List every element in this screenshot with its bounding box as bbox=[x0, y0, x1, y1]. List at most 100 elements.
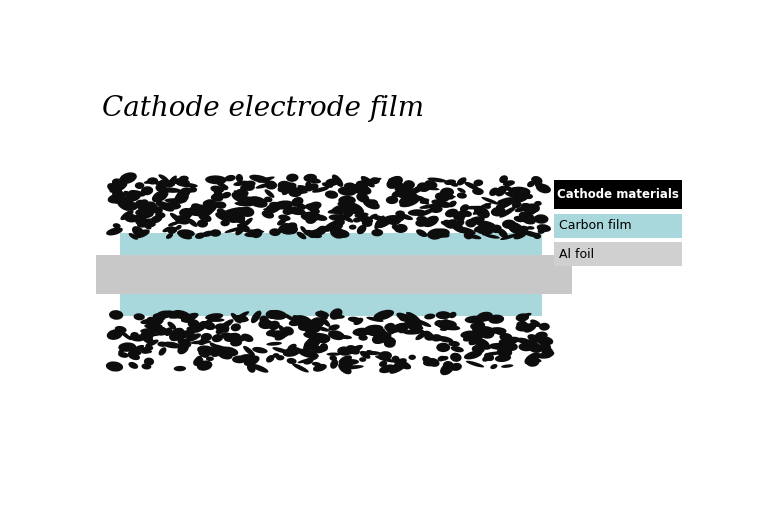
Ellipse shape bbox=[530, 319, 541, 327]
Ellipse shape bbox=[535, 332, 548, 340]
Ellipse shape bbox=[356, 329, 368, 336]
Ellipse shape bbox=[303, 332, 313, 338]
Ellipse shape bbox=[502, 220, 516, 229]
Ellipse shape bbox=[528, 334, 538, 341]
Ellipse shape bbox=[124, 193, 141, 202]
Ellipse shape bbox=[135, 202, 148, 211]
Ellipse shape bbox=[219, 327, 229, 333]
Ellipse shape bbox=[527, 226, 535, 230]
Ellipse shape bbox=[386, 216, 401, 225]
Ellipse shape bbox=[443, 220, 455, 229]
Ellipse shape bbox=[156, 201, 174, 211]
Ellipse shape bbox=[164, 327, 173, 336]
Ellipse shape bbox=[147, 177, 158, 184]
Ellipse shape bbox=[322, 182, 333, 188]
Ellipse shape bbox=[277, 223, 290, 233]
Ellipse shape bbox=[174, 189, 184, 201]
Ellipse shape bbox=[215, 202, 227, 209]
Ellipse shape bbox=[171, 178, 190, 185]
Ellipse shape bbox=[386, 326, 402, 333]
Ellipse shape bbox=[505, 192, 525, 199]
Ellipse shape bbox=[278, 215, 290, 221]
Ellipse shape bbox=[441, 356, 449, 360]
Ellipse shape bbox=[343, 362, 353, 369]
Ellipse shape bbox=[144, 357, 154, 366]
Ellipse shape bbox=[450, 353, 462, 362]
Ellipse shape bbox=[230, 339, 242, 347]
Ellipse shape bbox=[267, 310, 287, 320]
Ellipse shape bbox=[244, 231, 262, 237]
Ellipse shape bbox=[339, 196, 356, 205]
Ellipse shape bbox=[144, 180, 156, 184]
Ellipse shape bbox=[474, 226, 485, 232]
Text: Carbon film: Carbon film bbox=[559, 219, 632, 232]
Ellipse shape bbox=[230, 324, 241, 331]
Ellipse shape bbox=[423, 216, 439, 227]
Ellipse shape bbox=[335, 218, 345, 226]
Ellipse shape bbox=[464, 232, 473, 240]
Ellipse shape bbox=[266, 330, 276, 336]
Ellipse shape bbox=[178, 232, 192, 240]
Ellipse shape bbox=[181, 178, 187, 183]
Ellipse shape bbox=[296, 203, 306, 210]
Ellipse shape bbox=[184, 189, 193, 194]
Ellipse shape bbox=[326, 179, 339, 186]
Ellipse shape bbox=[472, 345, 485, 354]
Ellipse shape bbox=[325, 190, 338, 199]
Ellipse shape bbox=[299, 350, 319, 358]
Ellipse shape bbox=[473, 321, 485, 329]
Ellipse shape bbox=[169, 328, 184, 342]
Ellipse shape bbox=[270, 330, 289, 338]
Ellipse shape bbox=[440, 187, 454, 197]
Ellipse shape bbox=[189, 186, 197, 193]
Ellipse shape bbox=[288, 187, 302, 197]
Ellipse shape bbox=[337, 347, 352, 356]
Ellipse shape bbox=[508, 222, 524, 234]
Ellipse shape bbox=[526, 357, 539, 367]
Ellipse shape bbox=[203, 200, 214, 207]
Ellipse shape bbox=[293, 315, 299, 319]
Ellipse shape bbox=[416, 216, 427, 222]
Ellipse shape bbox=[409, 355, 416, 360]
Ellipse shape bbox=[141, 186, 153, 195]
Ellipse shape bbox=[394, 224, 408, 233]
Ellipse shape bbox=[440, 328, 448, 331]
Ellipse shape bbox=[432, 199, 451, 208]
Ellipse shape bbox=[353, 317, 363, 325]
Ellipse shape bbox=[344, 205, 352, 210]
Ellipse shape bbox=[295, 349, 311, 353]
Ellipse shape bbox=[197, 205, 209, 211]
Ellipse shape bbox=[339, 355, 352, 365]
Ellipse shape bbox=[444, 179, 456, 185]
Ellipse shape bbox=[153, 313, 166, 321]
Ellipse shape bbox=[177, 229, 195, 237]
Ellipse shape bbox=[232, 355, 247, 364]
Ellipse shape bbox=[451, 363, 462, 371]
Ellipse shape bbox=[503, 180, 515, 186]
Ellipse shape bbox=[157, 342, 167, 347]
Ellipse shape bbox=[353, 217, 362, 223]
Ellipse shape bbox=[202, 321, 215, 330]
Ellipse shape bbox=[260, 315, 269, 324]
Ellipse shape bbox=[312, 339, 320, 345]
Ellipse shape bbox=[501, 365, 513, 368]
Ellipse shape bbox=[151, 215, 163, 223]
Ellipse shape bbox=[364, 327, 385, 336]
Ellipse shape bbox=[129, 335, 143, 342]
Ellipse shape bbox=[436, 343, 450, 352]
Ellipse shape bbox=[355, 212, 369, 218]
Ellipse shape bbox=[207, 318, 224, 322]
Ellipse shape bbox=[292, 364, 309, 373]
Ellipse shape bbox=[526, 203, 540, 213]
Ellipse shape bbox=[332, 175, 343, 187]
Ellipse shape bbox=[463, 334, 476, 342]
Ellipse shape bbox=[338, 350, 346, 354]
Ellipse shape bbox=[438, 356, 445, 361]
Ellipse shape bbox=[108, 194, 125, 203]
Ellipse shape bbox=[527, 340, 538, 351]
Ellipse shape bbox=[236, 311, 249, 319]
Ellipse shape bbox=[210, 348, 226, 354]
Ellipse shape bbox=[219, 347, 238, 356]
Ellipse shape bbox=[205, 199, 217, 206]
Ellipse shape bbox=[441, 221, 447, 225]
